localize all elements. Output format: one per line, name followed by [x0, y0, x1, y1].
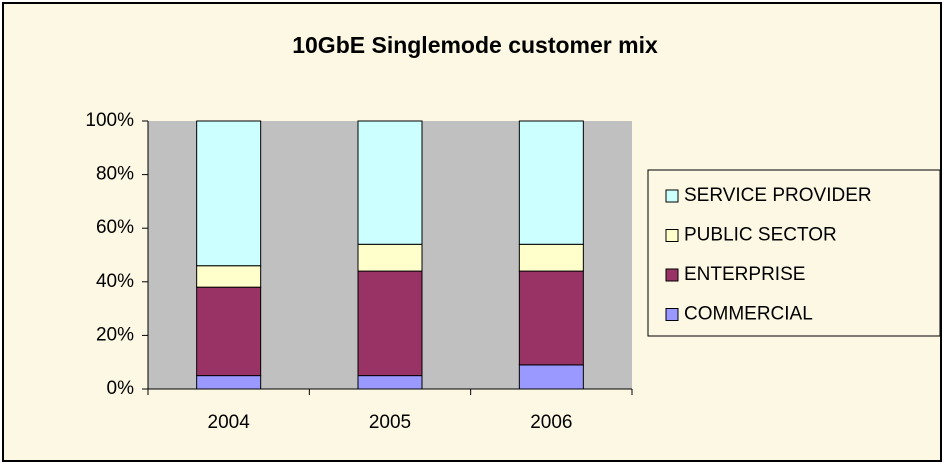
bar-segment: [518, 120, 584, 245]
y-tick-label: 100%: [85, 110, 134, 131]
x-tick-label: 2004: [208, 412, 251, 433]
legend-label: SERVICE PROVIDER: [684, 185, 872, 206]
y-tick-label: 20%: [96, 324, 134, 345]
legend-label: PUBLIC SECTOR: [684, 225, 837, 246]
bar-segment: [196, 120, 262, 267]
bar-segment: [196, 265, 262, 288]
legend-swatch: [665, 268, 679, 282]
legend-swatch: [665, 308, 679, 321]
chart-title: 10GbE Singlemode customer mix: [292, 32, 658, 58]
y-tick-label: 80%: [96, 164, 134, 185]
bar-segment: [357, 270, 423, 377]
legend-label: ENTERPRISE: [684, 264, 805, 285]
legend-label: COMMERCIAL: [684, 304, 813, 325]
x-tick-label: 2006: [530, 412, 572, 433]
bar-segment: [357, 243, 423, 272]
y-tick-label: 60%: [96, 217, 134, 238]
bar-segment: [518, 243, 584, 272]
legend-swatch: [665, 189, 679, 203]
bar-segment: [196, 286, 262, 377]
legend: [647, 169, 941, 337]
bar-segment: [357, 375, 423, 390]
y-tick-label: 0%: [107, 378, 135, 399]
bar-segment: [518, 270, 584, 366]
legend-swatch: [665, 229, 679, 242]
y-tick-label: 40%: [96, 271, 134, 292]
bar-segment: [196, 375, 262, 390]
bar-segment: [518, 364, 584, 390]
bar-segment: [357, 120, 423, 245]
x-tick-label: 2005: [369, 412, 411, 433]
